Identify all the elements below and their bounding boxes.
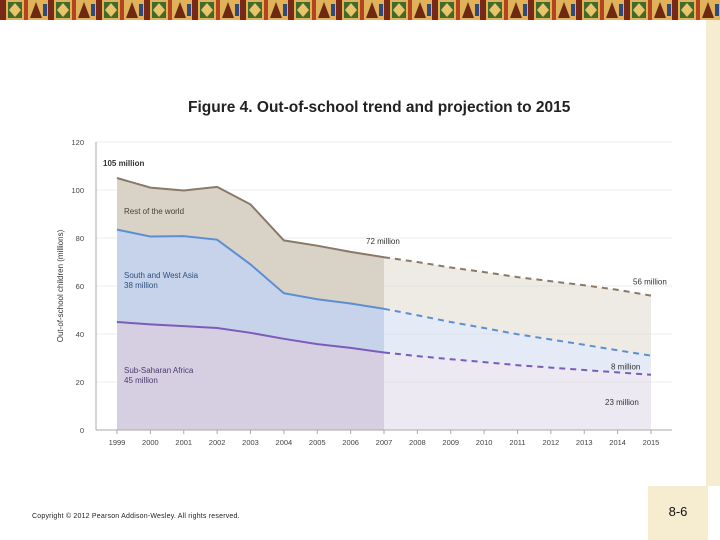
- y-tick-label: 20: [76, 378, 84, 387]
- line-africa-projection: [383, 351, 652, 376]
- line-asia-projection: [383, 307, 652, 357]
- line-rest-projection: [383, 256, 652, 297]
- annotation-label: 56 million: [633, 278, 667, 287]
- annotation-label: 23 million: [605, 398, 639, 407]
- series-label: South and West Asia: [124, 271, 199, 280]
- series-label: Sub-Saharan Africa: [124, 366, 194, 375]
- y-tick-label: 120: [71, 138, 84, 147]
- decorative-banner: [0, 0, 720, 20]
- x-tick-label: 2004: [276, 438, 293, 447]
- y-tick-label: 80: [76, 234, 84, 243]
- x-tick-label: 2013: [576, 438, 593, 447]
- y-tick-label: 0: [80, 426, 84, 435]
- x-tick-label: 2001: [175, 438, 192, 447]
- area-africa-projection: [384, 352, 651, 430]
- x-tick-label: 2003: [242, 438, 259, 447]
- copyright-notice: Copyright © 2012 Pearson Addison-Wesley.…: [32, 513, 240, 520]
- area-rest-projection: [384, 257, 651, 356]
- line-asia-actual: [116, 228, 385, 310]
- annotation-label: 105 million: [103, 159, 144, 168]
- x-tick-label: 2000: [142, 438, 159, 447]
- x-tick-label: 2002: [209, 438, 226, 447]
- series-label: Rest of the world: [124, 207, 184, 216]
- annotation-label: 8 million: [611, 363, 640, 372]
- series-value-label: 38 million: [124, 281, 158, 290]
- area-asia-actual: [117, 229, 384, 353]
- x-tick-label: 1999: [109, 438, 126, 447]
- page-number: 8-6: [668, 504, 688, 519]
- x-tick-label: 2005: [309, 438, 326, 447]
- y-tick-label: 60: [76, 282, 84, 291]
- x-tick-label: 2010: [476, 438, 493, 447]
- line-africa-actual: [116, 321, 385, 354]
- x-tick-label: 2015: [643, 438, 660, 447]
- y-tick-label: 40: [76, 330, 84, 339]
- x-tick-label: 2009: [442, 438, 459, 447]
- page-number-box: 8-6: [648, 486, 708, 540]
- chart-title: Figure 4. Out-of-school trend and projec…: [188, 99, 571, 116]
- side-decoration-strip: [706, 20, 720, 486]
- area-rest-actual: [117, 178, 384, 309]
- x-tick-label: 2012: [543, 438, 560, 447]
- x-tick-label: 2007: [376, 438, 393, 447]
- line-rest-actual: [116, 177, 385, 259]
- annotation-label: 72 million: [366, 237, 400, 246]
- series-value-label: 45 million: [124, 376, 158, 385]
- y-axis-label: Out-of-school children (millions): [56, 229, 65, 342]
- x-tick-label: 2014: [609, 438, 626, 447]
- x-tick-label: 2011: [509, 438, 525, 447]
- x-tick-label: 2006: [342, 438, 359, 447]
- banner-pattern-graphic: [0, 0, 720, 20]
- area-africa-actual: [117, 322, 384, 430]
- x-tick-label: 2008: [409, 438, 426, 447]
- y-tick-label: 100: [71, 186, 84, 195]
